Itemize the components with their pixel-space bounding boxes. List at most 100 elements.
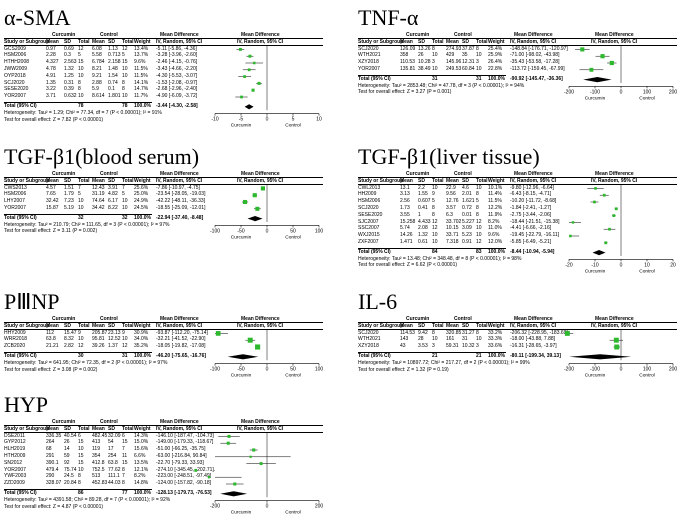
cell-ci: -113.72 [-159.45, -67.99]	[510, 66, 565, 72]
cell-study: YOR2007	[358, 66, 380, 72]
heterogeneity-text: Heterogeneity: Tau² = 210.79; Chi² = 111…	[4, 221, 170, 228]
study-marker	[571, 220, 575, 224]
cell-study: XZY2018	[358, 343, 379, 350]
cell-n1: 15	[78, 59, 84, 66]
cell-ci: -223.00 [-248.51, -97.49]	[156, 473, 212, 480]
cell-n2: 10	[476, 52, 482, 59]
cell-w: 25.4%	[488, 45, 503, 52]
study-marker	[260, 185, 265, 191]
cell-m1: 1.73	[400, 205, 410, 211]
favours-control-label: Control	[285, 509, 300, 515]
study-marker	[194, 468, 198, 472]
study-marker	[251, 88, 255, 92]
x-tick-label: -200	[564, 89, 574, 95]
cell-n2: 5	[476, 198, 479, 205]
cell-w: 22.8%	[488, 66, 503, 72]
cell-m2: 10.15	[446, 225, 459, 232]
study-marker	[252, 448, 256, 452]
column-header: SD	[418, 322, 425, 329]
cell-n1: 10	[432, 336, 438, 343]
cell-sd1: 7.23	[64, 198, 74, 205]
cell-m1: 135.81	[400, 66, 416, 72]
cell-n2: 12	[122, 45, 128, 52]
md-header: Mean Difference	[160, 32, 199, 38]
cell-study: CWS2013	[4, 184, 27, 191]
cell-sd2: 111.1	[108, 473, 120, 480]
cell-w: 14.8%	[134, 480, 149, 487]
cell-n1: 8	[432, 205, 435, 211]
study-marker	[614, 344, 620, 350]
cell-m1: 0.97	[46, 45, 56, 52]
cell-sd1: 0.39	[64, 86, 74, 93]
column-header: Total	[476, 177, 488, 184]
cell-sd1: 9.42	[418, 329, 428, 336]
study-marker	[226, 441, 230, 445]
cell-sd2: 0.91	[462, 239, 472, 245]
cell-w: 33.6%	[488, 343, 503, 350]
cell-n2: 12	[122, 343, 128, 350]
favours-control-label: Control	[639, 268, 654, 274]
cell-study: GYP2012	[4, 439, 26, 446]
cell-sd1: 0.632	[64, 93, 77, 100]
cell-n1: 12	[432, 218, 438, 225]
cell-sd1: 4.433	[418, 218, 431, 225]
md-header-plot: Mean Difference	[241, 316, 280, 322]
cell-ci: -124.00 [-157.82, -90.18]	[156, 480, 212, 487]
cell-sd2: 4.6	[462, 184, 469, 191]
cell-n1: 8	[78, 480, 81, 487]
total-w: 100.0%	[134, 490, 151, 496]
cell-n1: 15	[78, 439, 84, 446]
study-marker	[252, 61, 256, 64]
column-header: Mean	[92, 425, 105, 432]
cell-sd2: 254	[108, 453, 117, 459]
cell-n1: 8	[78, 86, 81, 93]
cell-study: WTH2021	[358, 336, 381, 343]
group-header-curcumin: Curcumin	[52, 316, 76, 322]
favours-control-label: Control	[285, 122, 300, 128]
total-n2: 21	[476, 353, 482, 359]
cell-n2: 15	[122, 59, 128, 66]
column-header: SD	[462, 177, 469, 184]
group-header-curcumin: Curcumin	[406, 32, 430, 38]
cell-w: 14.3%	[134, 432, 149, 439]
total-label: Total (95% CI)	[4, 490, 37, 496]
column-header: Study or Subgroup	[358, 177, 404, 184]
cell-n1: 7	[78, 184, 81, 191]
cell-ci: -206.32 [-228.95, -183.69]	[510, 329, 568, 336]
header-rule	[4, 322, 323, 324]
cell-m2: 34.42	[92, 205, 105, 211]
cell-w: 9.6%	[488, 232, 500, 239]
cell-sd2: 35	[462, 52, 468, 59]
study-marker	[255, 344, 261, 350]
column-header: Total	[432, 322, 444, 329]
cell-sd2: 3.09	[462, 225, 472, 232]
cell-n2: 10	[476, 225, 482, 232]
cell-study: HH2009	[358, 191, 377, 198]
favours-curcumin-label: Curcumin	[231, 509, 252, 515]
total-n1: 30	[78, 353, 84, 359]
x-tick-label: 50	[290, 366, 296, 372]
cell-w: 34.0%	[134, 336, 149, 343]
cell-sd1: 26	[418, 52, 424, 59]
cell-m1: 3.22	[46, 86, 56, 93]
cell-ci: -23.54 [-28.05, -19.03]	[156, 191, 206, 198]
study-marker	[569, 234, 572, 237]
bottom-rule	[358, 247, 506, 249]
cell-sd1: 0.69	[64, 45, 74, 52]
cell-n2: 11	[122, 453, 128, 459]
header-rule	[4, 184, 323, 186]
cell-study: LHY2007	[4, 198, 25, 205]
cell-n2: 10	[476, 232, 482, 239]
cell-m1: 114.53	[400, 329, 415, 336]
column-header: Weight	[134, 177, 151, 184]
study-marker	[240, 95, 243, 98]
cell-sd1: 1	[418, 211, 421, 218]
total-label: Total (95% CI)	[4, 353, 37, 359]
cell-w: 11.0%	[488, 225, 502, 232]
study-marker	[257, 81, 261, 85]
x-tick-label: -100	[210, 228, 220, 234]
total-n2: 31	[122, 353, 128, 359]
cell-m1: 290	[46, 473, 55, 480]
overall-effect-text: Test for overall effect: Z = 6.62 (P < 0…	[358, 262, 458, 269]
cell-m2: 9.56	[446, 191, 456, 198]
